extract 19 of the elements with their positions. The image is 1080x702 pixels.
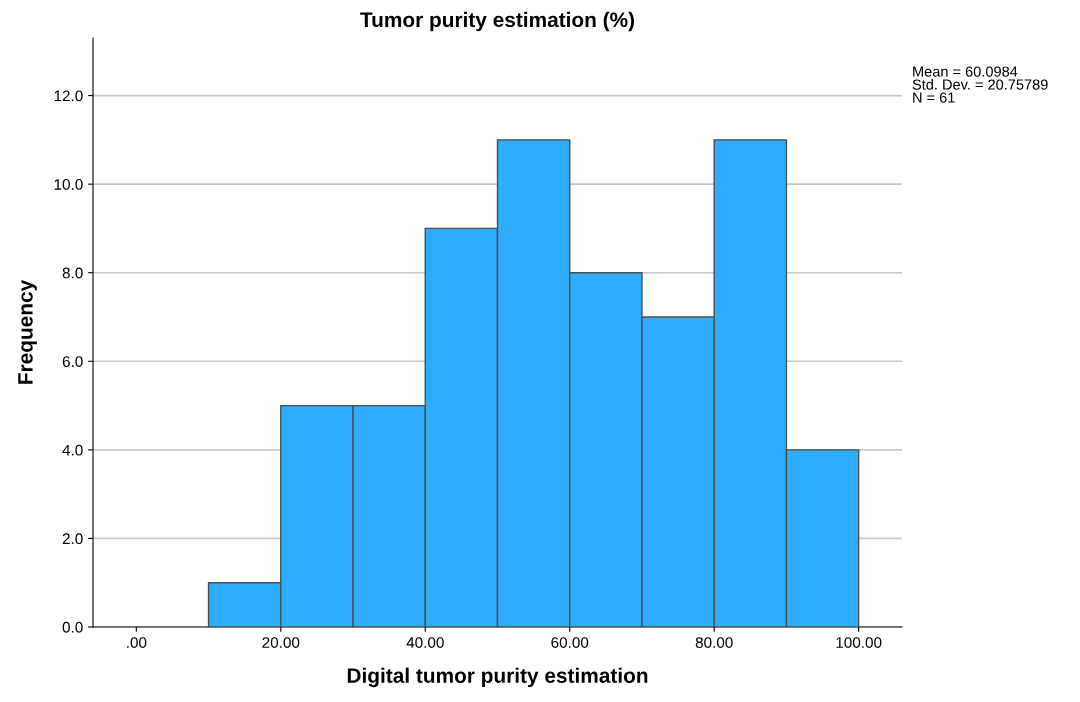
- x-tick-label: 80.00: [695, 637, 733, 648]
- text: Mean = 60.0984: [913, 66, 1018, 77]
- x-axis-title: Digital tumor purity estimation: [347, 667, 648, 688]
- y-tick-label: 8.0: [62, 267, 83, 279]
- y-axis-title: Frequency: [18, 279, 37, 384]
- x-tick-label: .00: [127, 637, 147, 648]
- y-tick-label: 6.0: [62, 356, 83, 367]
- y-tick-label: 10.0: [54, 179, 83, 190]
- text: N = 61: [913, 92, 955, 103]
- text: Std. Dev. = 20.75789: [912, 79, 1048, 90]
- y-tick-label: 0.0: [62, 621, 83, 633]
- x-tick-label: 100.00: [836, 637, 882, 648]
- y-tick-label: 2.0: [62, 533, 83, 545]
- x-tick-label: 40.00: [406, 637, 444, 648]
- x-tick-label: 20.00: [262, 637, 300, 648]
- chart-title: Tumor purity estimation (%): [360, 11, 635, 32]
- x-tick-label: 60.00: [551, 637, 589, 648]
- y-tick-label: 4.0: [62, 444, 83, 456]
- y-tick-label: 12.0: [54, 90, 83, 102]
